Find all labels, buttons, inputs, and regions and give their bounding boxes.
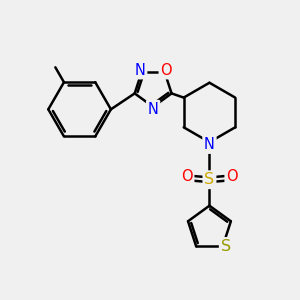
Text: N: N (135, 63, 146, 78)
Text: S: S (221, 239, 231, 254)
Text: S: S (204, 172, 214, 187)
Text: O: O (160, 63, 172, 78)
Text: O: O (226, 169, 238, 184)
Text: O: O (181, 169, 193, 184)
Text: N: N (204, 137, 215, 152)
Text: N: N (148, 101, 159, 116)
